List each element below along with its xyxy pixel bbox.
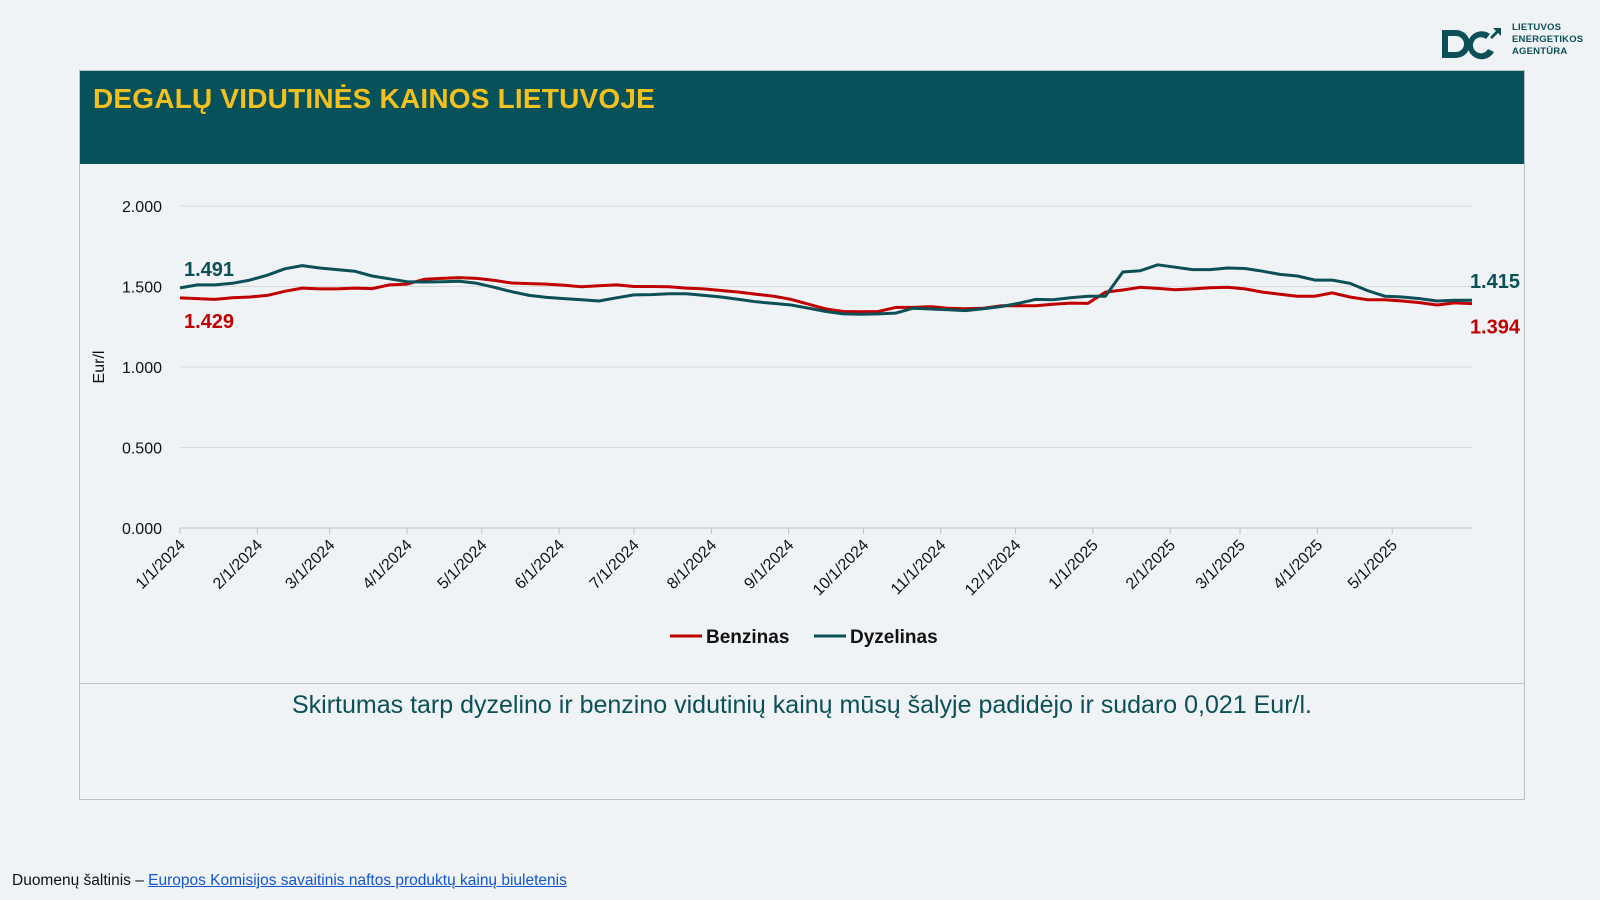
- x-tick-label: 12/1/2024: [962, 537, 1024, 599]
- agency-logo: LIETUVOS ENERGETIKOS AGENTŪRA: [1438, 22, 1588, 66]
- divider: [80, 683, 1524, 684]
- logo-line-1: LIETUVOS: [1512, 22, 1562, 33]
- series-line-benzinas: [179, 276, 1473, 314]
- logo-line-2: ENERGETIKOS: [1512, 34, 1584, 45]
- y-tick-label: 0.000: [122, 521, 162, 538]
- logo-line-3: AGENTŪRA: [1512, 46, 1568, 57]
- data-source: Duomenų šaltinis – Europos Komisijos sav…: [12, 872, 567, 890]
- series-line-dyzelinas: [179, 263, 1472, 316]
- x-tick-label: 11/1/2024: [888, 537, 950, 599]
- x-tick-label: 6/1/2024: [512, 537, 568, 593]
- chart-area: 0.000 0.500 1.000 1.500 2.000 Eur/l 1/1/2024 2/…: [80, 164, 1524, 754]
- y-axis-label: Eur/l: [91, 351, 108, 384]
- source-prefix: Duomenų šaltinis –: [12, 872, 149, 889]
- title-bar: DEGALŲ VIDUTINĖS KAINOS LIETUVOJE: [80, 71, 1524, 164]
- y-tick-label: 1.500: [122, 280, 162, 297]
- logo-text: LIETUVOS ENERGETIKOS AGENTŪRA: [1512, 22, 1583, 58]
- x-tick-label: 1/1/2024: [133, 537, 189, 593]
- x-tick-label: 5/1/2025: [1345, 537, 1401, 593]
- chart-panel: DEGALŲ VIDUTINĖS KAINOS LIETUVOJE 0.000 0…: [79, 70, 1525, 800]
- logo-mark-icon: [1442, 28, 1501, 60]
- line-chart: 0.000 0.500 1.000 1.500 2.000 Eur/l 1/1/2024 2/…: [91, 199, 1521, 648]
- x-tick-label: 3/1/2024: [282, 537, 338, 593]
- x-tick-label: 3/1/2025: [1193, 537, 1249, 593]
- x-tick-label: 9/1/2024: [741, 537, 797, 593]
- start-value-label: 1.429: [184, 311, 234, 333]
- source-link[interactable]: Europos Komisijos savaitinis naftos prod…: [148, 872, 567, 889]
- legend-label: Dyzelinas: [850, 627, 938, 648]
- end-value-label: 1.415: [1470, 271, 1520, 293]
- end-value-label: 1.394: [1470, 317, 1521, 339]
- x-tick-label: 1/1/2025: [1046, 537, 1102, 593]
- y-tick-label: 1.000: [122, 360, 162, 377]
- legend-label: Benzinas: [706, 627, 789, 648]
- page-title: DEGALŲ VIDUTINĖS KAINOS LIETUVOJE: [93, 83, 655, 114]
- x-tick-label: 7/1/2024: [587, 537, 643, 593]
- y-tick-label: 2.000: [122, 199, 162, 216]
- y-tick-label: 0.500: [122, 441, 162, 458]
- summary-note: Skirtumas tarp dyzelino ir benzino vidut…: [292, 691, 1312, 719]
- x-tick-label: 10/1/2024: [810, 537, 872, 599]
- x-tick-label: 2/1/2024: [210, 537, 266, 593]
- x-tick-label: 4/1/2025: [1270, 537, 1326, 593]
- x-tick-label: 5/1/2024: [435, 537, 491, 593]
- start-value-label: 1.491: [184, 259, 234, 281]
- x-tick-label: 4/1/2024: [360, 537, 416, 593]
- x-tick-label: 8/1/2024: [664, 537, 720, 593]
- x-tick-label: 2/1/2025: [1123, 537, 1179, 593]
